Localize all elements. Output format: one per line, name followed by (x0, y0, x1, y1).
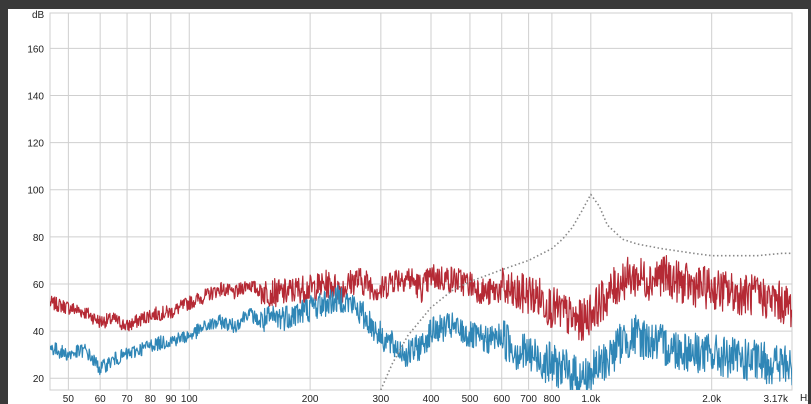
x-tick-label: 2.0k (702, 394, 722, 404)
y-tick-label: 160 (27, 44, 44, 55)
y-tick-label: 120 (27, 139, 44, 150)
y-tick-label: 20 (33, 374, 45, 385)
x-tick-label: 100 (181, 394, 198, 404)
x-tick-label: 600 (493, 394, 510, 404)
x-tick-label: 200 (302, 394, 319, 404)
y-axis-label: dB (32, 10, 45, 21)
x-tick-label: 1.0k (581, 394, 601, 404)
y-tick-label: 100 (27, 186, 44, 197)
x-tick-label: 60 (95, 394, 107, 404)
tick-labels: 50 60 70 80 90 100 200 300 400 500 600 700 800 1.0k 2.… (27, 44, 789, 404)
series-group (50, 193, 792, 390)
x-tick-label: 50 (63, 394, 75, 404)
plot-border (49, 12, 793, 391)
red-spectrum-line (50, 255, 792, 341)
x-tick-label: 3.17k (764, 394, 789, 404)
x-tick-label: 70 (121, 394, 133, 404)
x-tick-label: 400 (423, 394, 440, 404)
blue-spectrum-line (50, 284, 792, 390)
y-tick-label: 140 (27, 91, 44, 102)
x-tick-label: 500 (462, 394, 479, 404)
y-tick-label: 60 (33, 280, 45, 291)
x-tick-label: 90 (165, 394, 177, 404)
plot-panel: 50 60 70 80 90 100 200 300 400 500 600 700 800 1.0k 2.… (8, 9, 808, 404)
y-tick-label: 40 (33, 327, 45, 338)
x-axis-label: Hz (800, 393, 808, 404)
spectrum-chart: 50 60 70 80 90 100 200 300 400 500 600 700 800 1.0k 2.… (27, 10, 808, 404)
x-tick-label: 800 (544, 394, 561, 404)
x-tick-label: 300 (372, 394, 389, 404)
x-tick-label: 80 (145, 394, 157, 404)
y-tick-label: 80 (33, 233, 45, 244)
grid (49, 12, 793, 391)
x-tick-label: 700 (520, 394, 537, 404)
